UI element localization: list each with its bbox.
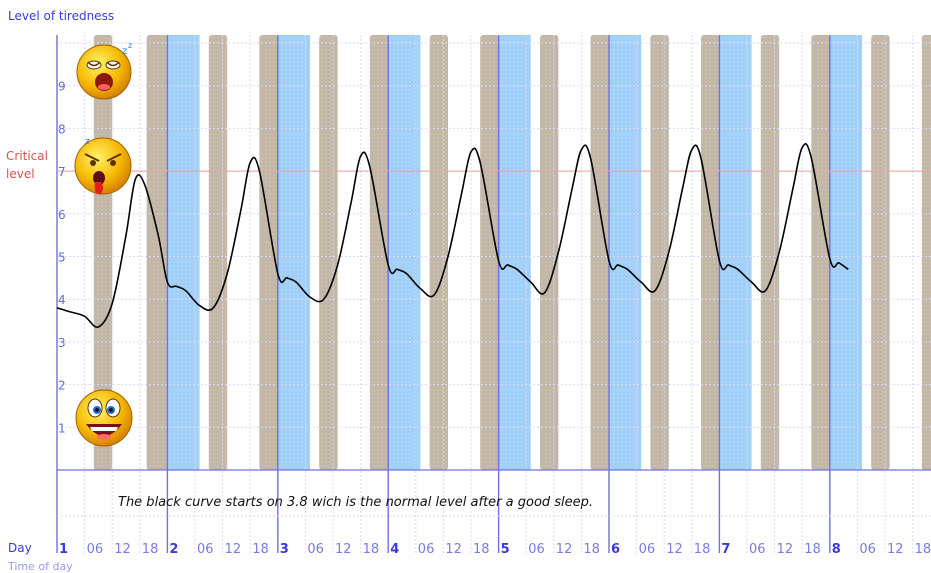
dusk-band-texture [921, 35, 931, 470]
x-tick-label: 06 [859, 542, 876, 557]
tiredness-curve [56, 143, 849, 329]
x-tick-label: 06 [749, 542, 766, 557]
x-day-label: 5 [501, 542, 510, 557]
x-day-label: 8 [832, 542, 841, 557]
y-tick-label: 3 [58, 336, 66, 350]
x-tick-label: 12 [777, 542, 794, 557]
x-tick-label: 06 [528, 542, 545, 557]
dusk-band-texture [369, 35, 389, 470]
grid-layer [56, 35, 931, 553]
y-axis-title: Level of tiredness [8, 9, 114, 23]
dusk-band-texture [480, 35, 499, 470]
x-tick-label: 06 [639, 542, 656, 557]
x-day-label: 1 [59, 542, 68, 557]
dusk-band-texture [811, 35, 830, 470]
x-axis-title: Time of day [7, 560, 73, 573]
x-tick-label: 18 [804, 542, 821, 557]
curve-layer [56, 143, 849, 329]
x-day-label: 3 [280, 542, 289, 557]
sleep-band-texture [829, 35, 862, 470]
x-tick-label: 18 [363, 542, 380, 557]
x-day-label: 2 [169, 542, 178, 557]
band-layer [93, 35, 931, 470]
x-tick-label: 18 [694, 542, 711, 557]
x-tick-label: 06 [87, 542, 104, 557]
y-tick-layer: 1 2 3 4 5 6 7 8 9 [58, 80, 66, 436]
y-tick-label: 9 [58, 80, 66, 94]
sleep-band-texture [498, 35, 531, 470]
happy-face-icon [75, 389, 133, 447]
sleep-band-texture [609, 35, 642, 470]
x-day-label: 6 [611, 542, 620, 557]
x-tick-label: 06 [197, 542, 214, 557]
dusk-band-texture [760, 35, 780, 470]
dusk-band-texture [208, 35, 228, 470]
x-tick-label: 18 [473, 542, 490, 557]
x-tick-label: 18 [142, 542, 159, 557]
x-tick-label: 12 [666, 542, 683, 557]
dusk-band-texture [590, 35, 609, 470]
x-tick-layer: 1 06 12 18 2 06 12 18 3 06 12 18 4 06 12 18 5 06 12 18 6 06 12… [59, 542, 931, 557]
x-tick-label: 12 [225, 542, 242, 557]
sleep-band-texture [388, 35, 421, 470]
dusk-band-texture [701, 35, 720, 470]
sleepy-face-icon: z z [76, 41, 132, 100]
y-tick-label: 6 [58, 208, 66, 222]
y-tick-label: 4 [58, 293, 66, 307]
x-tick-label: 12 [114, 542, 131, 557]
exhausted-face-icon: z [74, 137, 132, 195]
x-tick-label: 12 [887, 542, 904, 557]
annotation-text: The black curve starts on 3.8 wich is th… [118, 495, 593, 510]
critical-level-label: Critical level [6, 149, 52, 181]
y-tick-label: 1 [58, 421, 66, 435]
x-tick-label: 18 [252, 542, 269, 557]
svg-text:z: z [128, 41, 132, 50]
dusk-band-texture [540, 35, 559, 470]
svg-text:z: z [122, 46, 127, 57]
x-day-label: 4 [390, 542, 399, 557]
x-tick-label: 06 [418, 542, 435, 557]
dusk-band-texture [429, 35, 448, 470]
x-tick-label: 18 [583, 542, 600, 557]
dusk-band-texture [871, 35, 890, 470]
dusk-band-texture [650, 35, 669, 470]
sleep-band-texture [167, 35, 200, 470]
day-axis-label: Day [8, 541, 32, 555]
y-tick-label: 2 [58, 379, 66, 393]
sleep-band-texture [277, 35, 310, 470]
x-tick-label: 12 [556, 542, 573, 557]
dusk-band-texture [146, 35, 168, 470]
y-tick-label: 8 [58, 122, 66, 136]
dusk-band-texture [259, 35, 278, 470]
x-tick-label: 06 [307, 542, 324, 557]
x-day-label: 7 [721, 542, 730, 557]
dusk-band-texture [319, 35, 338, 470]
y-tick-label: 5 [58, 251, 66, 265]
x-tick-label: 12 [335, 542, 352, 557]
x-tick-label: 12 [445, 542, 462, 557]
y-tick-label: 7 [58, 165, 66, 179]
svg-text:z: z [85, 137, 90, 147]
sleep-band-texture [719, 35, 752, 470]
x-tick-label: 18 [915, 542, 931, 557]
